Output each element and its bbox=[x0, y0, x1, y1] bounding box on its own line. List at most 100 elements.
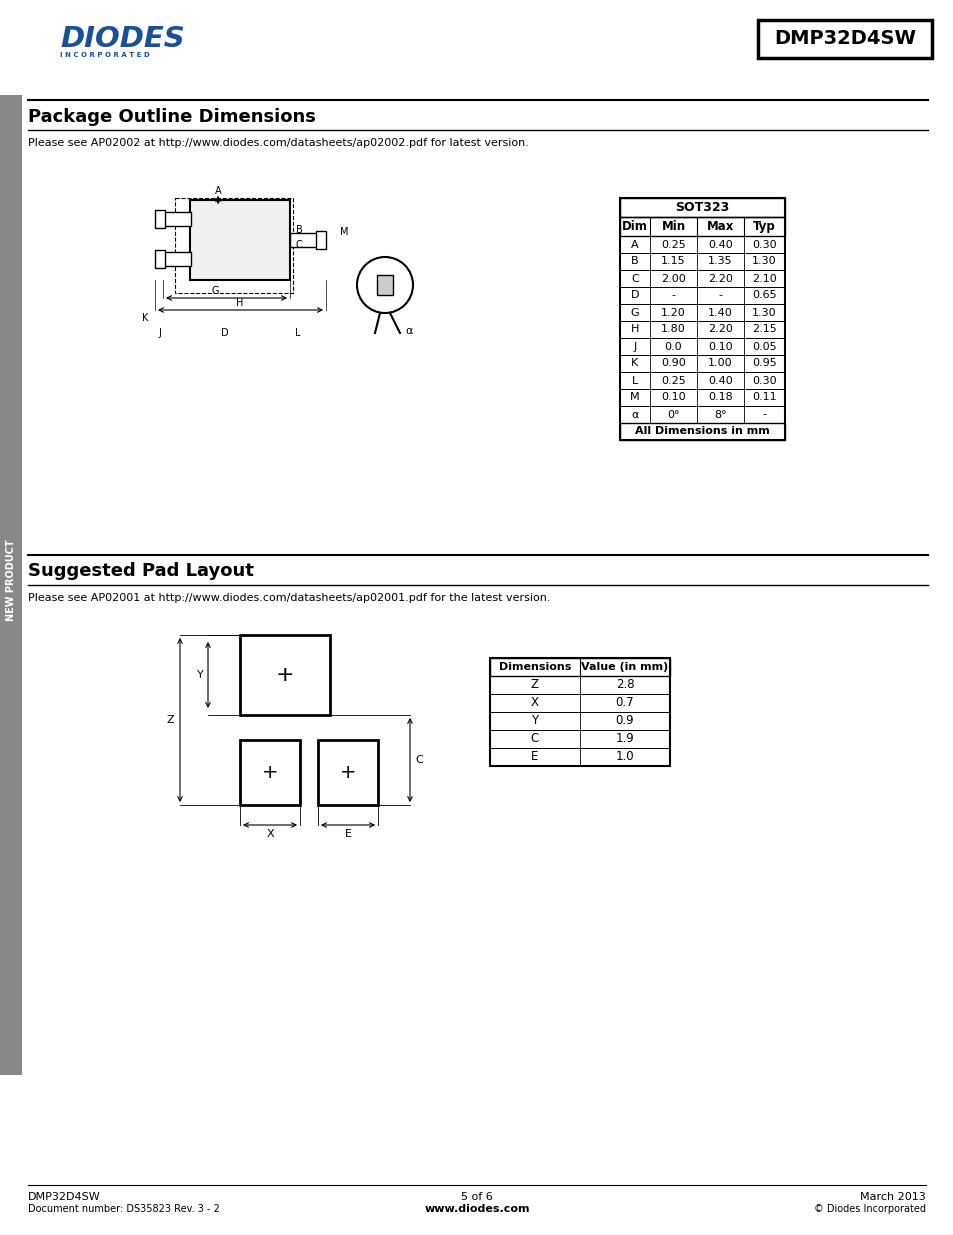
Bar bbox=[619, 406, 784, 424]
Text: Document number: DS35823 Rev. 3 - 2: Document number: DS35823 Rev. 3 - 2 bbox=[28, 1204, 219, 1214]
Bar bbox=[619, 217, 784, 236]
Bar bbox=[758, 20, 931, 58]
Text: L: L bbox=[631, 375, 638, 385]
Text: X: X bbox=[531, 697, 538, 709]
Text: J: J bbox=[158, 329, 161, 338]
Text: C: C bbox=[295, 240, 302, 249]
Bar bbox=[240, 635, 330, 715]
Text: 0.0: 0.0 bbox=[664, 342, 681, 352]
Text: 0.9: 0.9 bbox=[615, 715, 634, 727]
Text: A: A bbox=[214, 186, 221, 196]
Text: Z: Z bbox=[166, 715, 173, 725]
Bar bbox=[174, 198, 293, 293]
Text: Y: Y bbox=[531, 715, 538, 727]
Bar bbox=[0, 95, 22, 1074]
Text: 0°: 0° bbox=[666, 410, 679, 420]
Bar bbox=[619, 354, 784, 372]
Text: C: C bbox=[530, 732, 538, 746]
Text: X: X bbox=[266, 829, 274, 839]
Bar bbox=[619, 424, 784, 440]
Text: 2.8: 2.8 bbox=[615, 678, 634, 692]
Text: Min: Min bbox=[660, 220, 685, 233]
Text: DMP32D4SW: DMP32D4SW bbox=[773, 30, 915, 48]
Text: 2.15: 2.15 bbox=[751, 325, 776, 335]
Bar bbox=[490, 658, 669, 676]
Text: 8°: 8° bbox=[714, 410, 726, 420]
Text: SOT323: SOT323 bbox=[675, 201, 729, 214]
Text: Please see AP02001 at http://www.diodes.com/datasheets/ap02001.pdf for the lates: Please see AP02001 at http://www.diodes.… bbox=[28, 593, 550, 603]
Text: M: M bbox=[339, 227, 348, 237]
Bar bbox=[619, 304, 784, 321]
Bar bbox=[619, 321, 784, 338]
Text: 0.95: 0.95 bbox=[751, 358, 776, 368]
Text: All Dimensions in mm: All Dimensions in mm bbox=[635, 426, 769, 436]
Bar bbox=[290, 233, 317, 247]
Text: 1.30: 1.30 bbox=[751, 257, 776, 267]
Text: α: α bbox=[405, 326, 412, 336]
Text: 2.20: 2.20 bbox=[707, 325, 732, 335]
Bar bbox=[619, 287, 784, 304]
Bar bbox=[619, 270, 784, 287]
Text: © Diodes Incorporated: © Diodes Incorporated bbox=[813, 1204, 925, 1214]
Text: α: α bbox=[631, 410, 638, 420]
Text: B: B bbox=[631, 257, 639, 267]
Text: -: - bbox=[718, 290, 721, 300]
Text: -: - bbox=[761, 410, 765, 420]
Text: Z: Z bbox=[531, 678, 538, 692]
Text: 0.40: 0.40 bbox=[707, 240, 732, 249]
Text: NEW PRODUCT: NEW PRODUCT bbox=[6, 540, 16, 621]
Bar bbox=[490, 713, 669, 730]
Text: C: C bbox=[415, 755, 422, 764]
Text: Max: Max bbox=[706, 220, 734, 233]
Text: B: B bbox=[295, 225, 302, 235]
Text: 0.25: 0.25 bbox=[660, 240, 685, 249]
Text: Y: Y bbox=[197, 671, 204, 680]
Text: 1.80: 1.80 bbox=[660, 325, 685, 335]
Bar bbox=[619, 198, 784, 217]
Text: www.diodes.com: www.diodes.com bbox=[424, 1204, 529, 1214]
Bar bbox=[619, 236, 784, 253]
Text: +: + bbox=[339, 763, 355, 782]
Text: E: E bbox=[531, 751, 538, 763]
Bar bbox=[490, 658, 669, 766]
Bar bbox=[619, 198, 784, 440]
Text: G: G bbox=[630, 308, 639, 317]
Text: Suggested Pad Layout: Suggested Pad Layout bbox=[28, 562, 253, 580]
Text: K: K bbox=[631, 358, 638, 368]
Text: D: D bbox=[630, 290, 639, 300]
Text: A: A bbox=[631, 240, 639, 249]
Text: March 2013: March 2013 bbox=[860, 1192, 925, 1202]
Bar bbox=[490, 748, 669, 766]
Text: H: H bbox=[236, 298, 243, 308]
Bar bbox=[240, 740, 299, 805]
Text: DMP32D4SW: DMP32D4SW bbox=[28, 1192, 101, 1202]
Text: 1.30: 1.30 bbox=[751, 308, 776, 317]
Bar bbox=[376, 275, 393, 295]
Bar bbox=[190, 200, 290, 280]
Bar bbox=[315, 231, 326, 249]
Text: I N C O R P O R A T E D: I N C O R P O R A T E D bbox=[60, 52, 150, 58]
Text: 2.10: 2.10 bbox=[751, 273, 776, 284]
Bar bbox=[619, 372, 784, 389]
Text: 1.35: 1.35 bbox=[707, 257, 732, 267]
Text: 0.11: 0.11 bbox=[751, 393, 776, 403]
Text: 1.00: 1.00 bbox=[707, 358, 732, 368]
Text: DIODES: DIODES bbox=[60, 25, 185, 53]
Text: L: L bbox=[294, 329, 300, 338]
Text: E: E bbox=[344, 829, 351, 839]
Bar bbox=[490, 730, 669, 748]
Text: 0.7: 0.7 bbox=[615, 697, 634, 709]
Text: Value (in mm): Value (in mm) bbox=[580, 662, 668, 672]
Bar bbox=[163, 212, 191, 226]
Text: C: C bbox=[631, 273, 639, 284]
Bar bbox=[154, 210, 165, 228]
Text: J: J bbox=[633, 342, 636, 352]
Text: +: + bbox=[275, 664, 294, 685]
Text: G: G bbox=[211, 287, 218, 296]
Text: 0.25: 0.25 bbox=[660, 375, 685, 385]
Text: 2.00: 2.00 bbox=[660, 273, 685, 284]
Text: D: D bbox=[221, 329, 229, 338]
Text: Please see AP02002 at http://www.diodes.com/datasheets/ap02002.pdf for latest ve: Please see AP02002 at http://www.diodes.… bbox=[28, 138, 528, 148]
Text: 0.90: 0.90 bbox=[660, 358, 685, 368]
Text: 0.30: 0.30 bbox=[751, 240, 776, 249]
